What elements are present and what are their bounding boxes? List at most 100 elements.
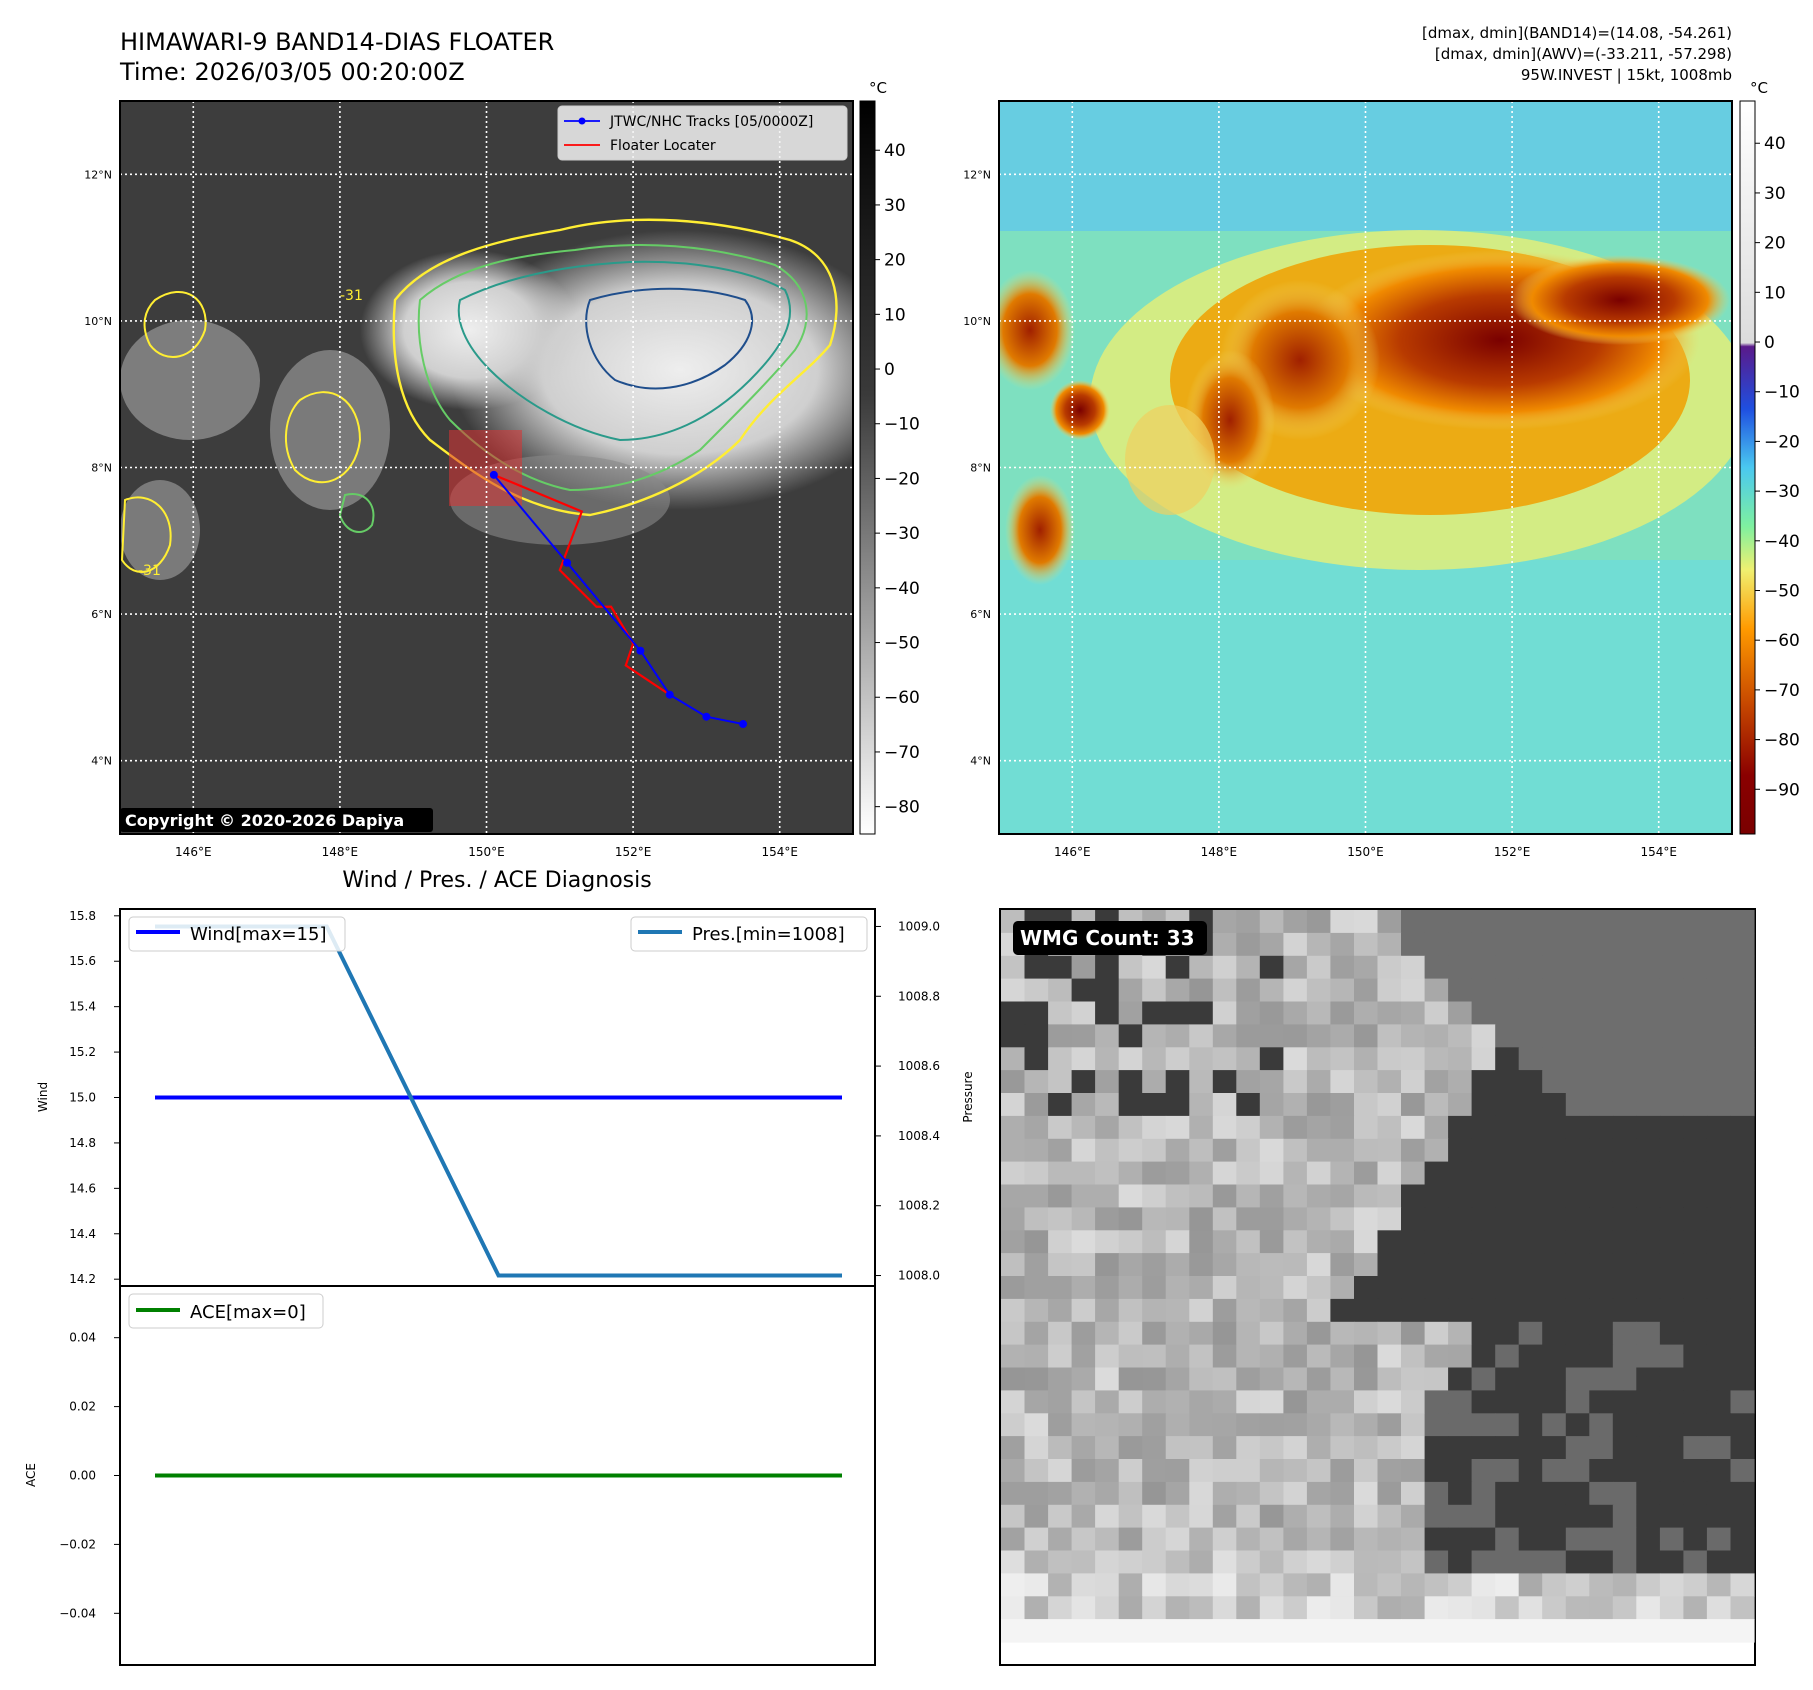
wmg-cell	[1659, 932, 1684, 957]
colorbar-tick-label: 40	[1764, 134, 1786, 154]
wmg-cell	[1142, 1115, 1167, 1140]
colorbar-tick-label: 30	[1764, 184, 1786, 204]
wmg-cell	[1730, 1550, 1755, 1574]
wmg-cell	[1330, 1001, 1355, 1025]
wmg-cell	[1706, 1596, 1731, 1620]
wmg-cell	[1330, 1161, 1355, 1186]
pressure-axis-ticks: 1009.0 1008.8 1008.6 1008.4 1008.2 1008.0	[875, 919, 940, 1283]
wmg-cell	[1683, 1413, 1708, 1437]
wmg-cell	[1448, 1344, 1473, 1369]
wmg-cell	[1706, 1024, 1731, 1048]
wmg-cell	[1495, 1047, 1520, 1071]
wmg-cell	[1565, 1276, 1590, 1300]
wmg-cell	[1401, 1230, 1426, 1254]
wmg-cell	[1518, 1070, 1543, 1094]
wmg-cell	[1589, 1001, 1614, 1025]
wmg-cell	[1001, 1344, 1026, 1369]
wmg-cell	[1118, 1367, 1143, 1391]
wmg-cell	[1118, 1344, 1143, 1369]
wmg-cell	[1495, 1619, 1520, 1643]
wmg-cell	[1095, 1115, 1120, 1140]
wmg-cell	[1542, 1001, 1567, 1025]
wmg-cell	[1189, 1276, 1214, 1300]
wmg-cell	[1001, 1481, 1026, 1506]
wind-axis-ticks: 15.8 15.6 15.4 15.2 15.0 14.8 14.6 14.4 14.2	[69, 909, 120, 1286]
wmg-cell	[1706, 1573, 1731, 1597]
wmg-cell	[1659, 1527, 1684, 1552]
wmg-cell	[1095, 1161, 1120, 1186]
wmg-cell	[1212, 1321, 1237, 1346]
wmg-cell	[1401, 1070, 1426, 1094]
wmg-cell	[1071, 1504, 1096, 1529]
wmg-cell	[1495, 955, 1520, 980]
wmg-cell	[1471, 1504, 1496, 1529]
wmg-cell	[1142, 1230, 1167, 1254]
wmg-cell	[1330, 955, 1355, 980]
legend-track-marker	[578, 117, 586, 125]
wmg-cell	[1518, 1413, 1543, 1437]
wmg-cell	[1259, 1504, 1284, 1529]
colorbar-tick-label: −90	[1764, 780, 1800, 800]
wmg-cell	[1071, 1321, 1096, 1346]
awv-colorbar-ticks: 40 30 20 10 0 −10 −20 −30 −40 −50 −60 −70 −80 −90	[1755, 134, 1800, 800]
wmg-cell	[1471, 1047, 1496, 1071]
wmg-cell	[1071, 1024, 1096, 1048]
wmg-cell	[1495, 1550, 1520, 1574]
wmg-cell	[1589, 1436, 1614, 1460]
wmg-cell	[1495, 1504, 1520, 1529]
wmg-cell	[1212, 932, 1237, 957]
wmg-cell	[1448, 1024, 1473, 1048]
wmg-cell	[1448, 1253, 1473, 1277]
wmg-cell	[1518, 1436, 1543, 1460]
wmg-cell	[1024, 1298, 1049, 1323]
wmg-cell	[1448, 1527, 1473, 1552]
wmg-cell	[1001, 1298, 1026, 1323]
wmg-cell	[1706, 1161, 1731, 1186]
wmg-cell	[1706, 1390, 1731, 1414]
wmg-cell	[1095, 1367, 1120, 1391]
wmg-cell	[1024, 1367, 1049, 1391]
wmg-cell	[1024, 1390, 1049, 1414]
wmg-cell	[1189, 1184, 1214, 1208]
wmg-cell	[1565, 955, 1590, 980]
wmg-cell	[1471, 910, 1496, 934]
wmg-cell	[1377, 1573, 1402, 1597]
wmg-cell	[1565, 1253, 1590, 1277]
wmg-cell	[1401, 1459, 1426, 1483]
wmg-cell	[1306, 1276, 1331, 1300]
wmg-cell	[1589, 1619, 1614, 1643]
wmg-cell	[1424, 1504, 1449, 1529]
wmg-cell	[1589, 1504, 1614, 1529]
wmg-cell	[1259, 1253, 1284, 1277]
wmg-cell	[1706, 910, 1731, 934]
wmg-cell	[1189, 1321, 1214, 1346]
wmg-cell	[1165, 1573, 1190, 1597]
wmg-cell	[1401, 978, 1426, 1003]
wmg-cell	[1542, 1070, 1567, 1094]
awv-west-cell	[999, 270, 1075, 390]
wmg-cell	[1330, 1138, 1355, 1163]
wmg-cell	[1401, 1001, 1426, 1025]
axis-tick-label: 15.8	[69, 909, 96, 923]
wmg-cell	[1048, 1596, 1073, 1620]
wmg-cell	[1259, 1367, 1284, 1391]
wmg-cell	[1377, 1230, 1402, 1254]
awv-colorbar-unit: °C	[1750, 79, 1768, 97]
wmg-cell	[1612, 1321, 1637, 1346]
wmg-cell	[1259, 1390, 1284, 1414]
wmg-cell	[1142, 1253, 1167, 1277]
wmg-cell	[1471, 1459, 1496, 1483]
wmg-cell	[1730, 1436, 1755, 1460]
wmg-cell	[1448, 1115, 1473, 1140]
wmg-cell	[1259, 1184, 1284, 1208]
wmg-cell	[1471, 1253, 1496, 1277]
wmg-cell	[1612, 932, 1637, 957]
wmg-cell	[1165, 1596, 1190, 1620]
wmg-cell	[1706, 978, 1731, 1003]
wmg-cell	[1542, 1024, 1567, 1048]
wmg-cell	[1283, 1115, 1308, 1140]
wmg-cell	[1730, 1024, 1755, 1048]
wmg-cell	[1165, 1138, 1190, 1163]
wmg-cell	[1095, 1413, 1120, 1437]
wmg-cell	[1118, 1413, 1143, 1437]
